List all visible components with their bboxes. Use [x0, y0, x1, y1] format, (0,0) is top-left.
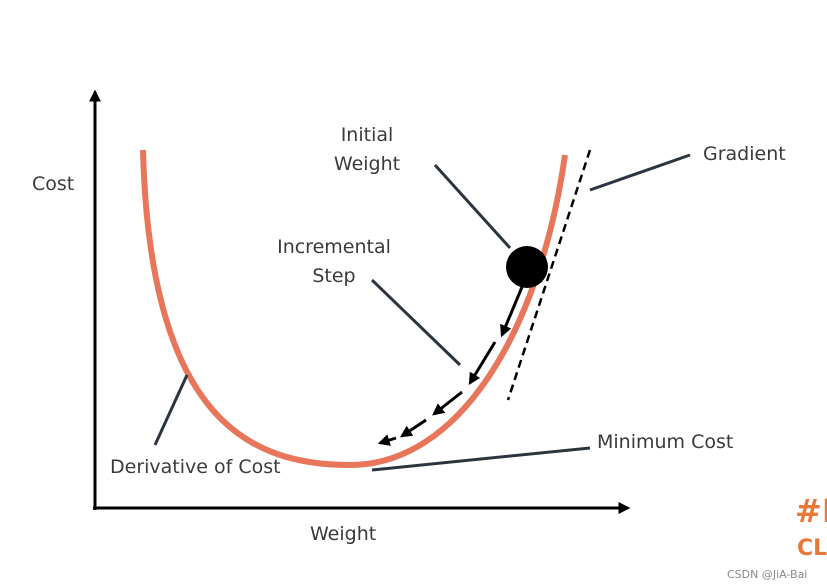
corner-sub: CL: [797, 536, 827, 561]
initial-point: [506, 246, 548, 288]
label: Initial: [341, 124, 394, 146]
label: Step: [312, 265, 355, 287]
watermark: CSDN @JiA-Bai: [727, 568, 807, 581]
pointer: [371, 446, 591, 472]
corner-tag: #I: [795, 492, 827, 530]
pointer: [370, 278, 462, 367]
label: Minimum Cost: [597, 431, 733, 453]
y-label: Cost: [32, 173, 74, 195]
x-label: Weight: [310, 523, 376, 545]
label: Weight: [334, 153, 400, 175]
pointer: [153, 374, 189, 446]
label: Gradient: [703, 143, 786, 165]
cost-curve: [140, 149, 568, 469]
tangent-line: [506, 149, 592, 401]
pointer: [589, 153, 691, 192]
label: Derivative of Cost: [110, 456, 281, 478]
label: Incremental: [277, 236, 391, 258]
steps: [377, 286, 524, 446]
pointer: [433, 163, 512, 250]
